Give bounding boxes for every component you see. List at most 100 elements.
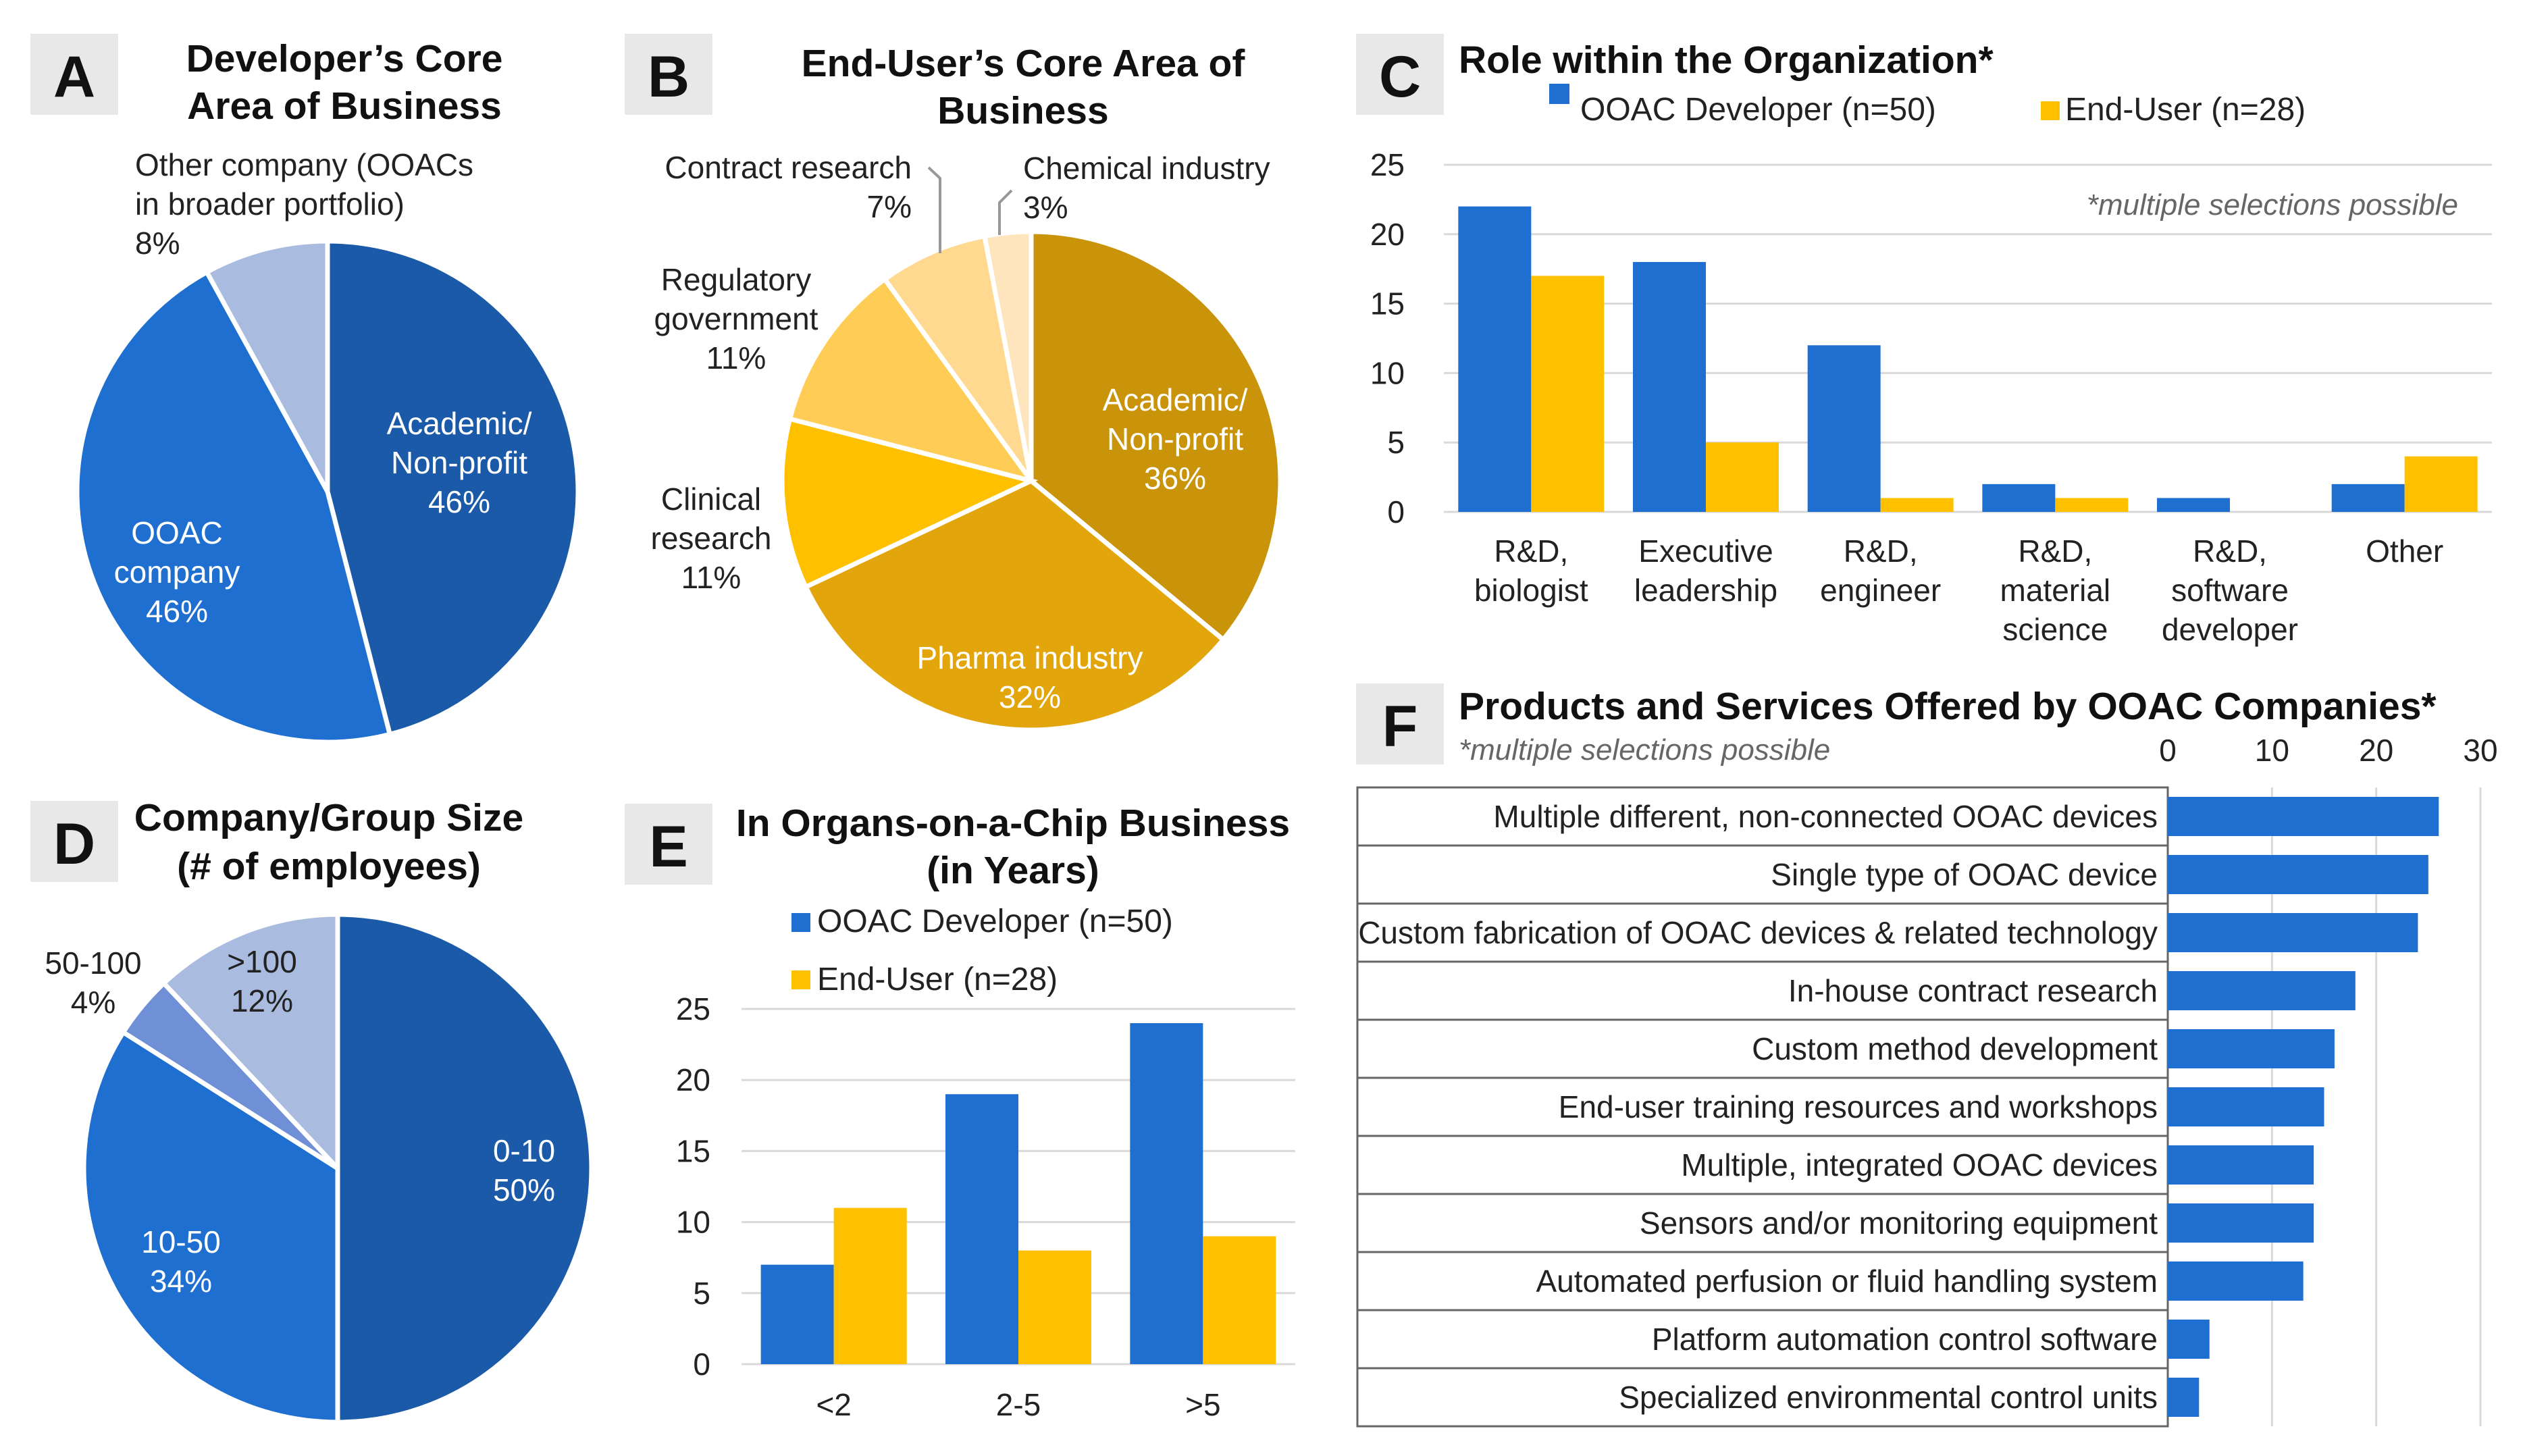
panel-label-f: F <box>1356 683 1444 764</box>
chart-title: In Organs-on-a-Chip Business <box>736 802 1290 845</box>
slice-label: Regulatory <box>661 262 811 297</box>
bar-developer <box>1130 1023 1203 1364</box>
slice-label: 3% <box>1023 190 1068 225</box>
y-tick-label: 25 <box>1370 147 1405 182</box>
legend-enduser: End-User (n=28) <box>2065 92 2306 128</box>
x-category-label: Other <box>2366 534 2443 569</box>
slice-label: 46% <box>146 594 208 629</box>
slice-label: government <box>654 301 818 336</box>
x-category-label: engineer <box>1820 573 1941 608</box>
pie-slice <box>160 912 340 1174</box>
y-category-label: End-user training resources and workshop… <box>1559 1089 2158 1124</box>
y-category-label: Single type of OOAC device <box>1771 857 2158 892</box>
pie-slice <box>74 269 393 745</box>
chart-title: Business <box>937 89 1108 132</box>
slice-label: in broader portfolio) <box>135 186 405 222</box>
bar <box>2168 1262 2304 1301</box>
bar <box>2168 913 2418 952</box>
y-tick-label: 15 <box>676 1133 710 1168</box>
pie-slice <box>802 477 1227 733</box>
y-category-label: Custom method development <box>1752 1031 2158 1066</box>
panel-label-e: E <box>625 804 712 885</box>
bar-developer <box>1807 345 1881 512</box>
x-category-label: 2-5 <box>996 1387 1041 1422</box>
y-category-label: Platform automation control software <box>1652 1322 2158 1357</box>
bar-enduser <box>1018 1250 1091 1364</box>
slice-label: Chemical industry <box>1023 151 1270 186</box>
y-tick-label: 20 <box>676 1062 710 1097</box>
chart-title: (in Years) <box>927 849 1099 892</box>
slice-label: 34% <box>150 1264 212 1299</box>
panel-label-box <box>30 801 118 882</box>
y-tick-label: 15 <box>1370 286 1405 321</box>
y-category-label: Sensors and/or monitoring equipment <box>1640 1205 2158 1241</box>
legend-enduser: End-User (n=28) <box>817 962 1058 997</box>
panel-letter: C <box>1379 45 1421 109</box>
chart-note: *multiple selections possible <box>1459 733 1830 766</box>
x-tick-label: 10 <box>2255 733 2289 768</box>
slice-label: 46% <box>428 484 490 519</box>
bar-developer <box>1458 206 1532 512</box>
slice-label: Academic/ <box>387 406 532 441</box>
chart-note: *multiple selections possible <box>2087 188 2458 222</box>
y-tick-label: 10 <box>676 1205 710 1240</box>
y-category-label: Multiple, integrated OOAC devices <box>1681 1147 2158 1182</box>
bar <box>2168 1145 2314 1185</box>
slice-label: 32% <box>999 679 1061 714</box>
chart-title: Company/Group Size <box>134 796 523 839</box>
x-tick-label: 30 <box>2463 733 2497 768</box>
legend-developer: OOAC Developer (n=50) <box>817 904 1173 939</box>
chart-title: Role within the Organization* <box>1459 38 1994 82</box>
bar <box>2168 1320 2210 1359</box>
bar <box>2168 971 2356 1010</box>
bar-chart-f: 0 10 20 30 Multiple different, non-connected… <box>1356 733 2498 1428</box>
y-tick-label: 20 <box>1370 217 1405 252</box>
x-category-label: >5 <box>1185 1387 1220 1422</box>
chart-title: Area of Business <box>187 84 502 128</box>
x-category-label: biologist <box>1474 573 1588 608</box>
slice-label: 4% <box>71 985 115 1020</box>
x-category-label: software <box>2171 573 2289 608</box>
slice-label: 8% <box>135 226 180 261</box>
y-tick-label: 25 <box>676 991 710 1026</box>
slice-label: 7% <box>867 189 912 224</box>
pie-chart-d: 0-10 50% 10-50 34% 50-100 4% >100 12% <box>45 912 594 1425</box>
panel-label-box <box>1356 34 1444 115</box>
slice-label: Clinical <box>661 482 761 517</box>
y-category-label: Multiple different, non-connected OOAC d… <box>1493 799 2158 834</box>
slice-label: >100 <box>227 944 297 979</box>
chart-title: Developer’s Core <box>186 37 503 80</box>
panel-label-box <box>625 34 712 115</box>
y-category-label: Specialized environmental control units <box>1619 1380 2158 1415</box>
x-tick-label: 0 <box>2159 733 2177 768</box>
bar-enduser <box>1531 276 1605 512</box>
slice-label: Academic/ <box>1103 382 1248 417</box>
bar <box>2168 797 2439 836</box>
x-category-label: R&D, <box>2018 534 2092 569</box>
bar <box>2168 1203 2314 1243</box>
slice-label: 10-50 <box>141 1224 221 1259</box>
x-category-label: R&D, <box>1494 534 1568 569</box>
x-tick-label: 20 <box>2359 733 2393 768</box>
y-tick-label: 5 <box>1387 425 1405 460</box>
pie-slice <box>981 229 1034 482</box>
bar-developer <box>2331 484 2405 512</box>
y-tick-label: 10 <box>1370 355 1405 390</box>
panel-label-c: C <box>1356 34 1444 115</box>
bar <box>2168 1029 2335 1068</box>
pie-slice <box>203 238 330 493</box>
panel-label-b: B <box>625 34 712 115</box>
panel-label-d: D <box>30 801 118 882</box>
panel-letter: A <box>53 45 95 109</box>
bar <box>2168 1087 2324 1126</box>
x-category-label: material <box>2000 573 2111 608</box>
chart-title: End-User’s Core Area of <box>802 42 1246 85</box>
slice-label: 36% <box>1144 461 1206 496</box>
legend-swatch-enduser <box>791 970 810 989</box>
bar-enduser <box>833 1207 907 1364</box>
x-category-label: leadership <box>1634 573 1777 608</box>
x-category-label: R&D, <box>1844 534 1918 569</box>
slice-label: research <box>651 521 772 556</box>
bar-enduser <box>2404 456 2478 512</box>
